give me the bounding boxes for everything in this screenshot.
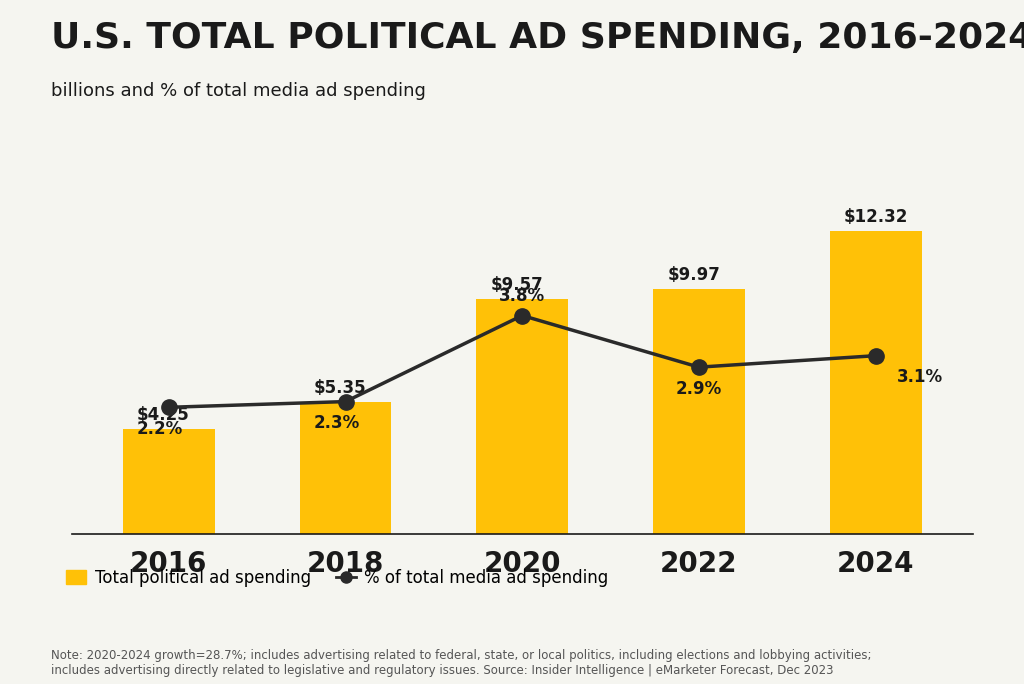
Text: $4.25: $4.25 xyxy=(137,406,189,424)
Bar xyxy=(829,231,922,534)
Text: 3.8%: 3.8% xyxy=(499,287,546,305)
Text: $9.97: $9.97 xyxy=(667,266,720,284)
Text: billions and % of total media ad spending: billions and % of total media ad spendin… xyxy=(51,82,426,100)
Text: $12.32: $12.32 xyxy=(844,209,908,226)
Text: U.S. TOTAL POLITICAL AD SPENDING, 2016-2024: U.S. TOTAL POLITICAL AD SPENDING, 2016-2… xyxy=(51,21,1024,55)
Text: Note: 2020-2024 growth=28.7%; includes advertising related to federal, state, or: Note: 2020-2024 growth=28.7%; includes a… xyxy=(51,649,871,677)
Text: 2.9%: 2.9% xyxy=(676,380,722,398)
Text: 3.1%: 3.1% xyxy=(897,368,943,386)
Bar xyxy=(476,299,568,534)
Bar xyxy=(123,430,215,534)
Bar xyxy=(653,289,744,534)
Text: $9.57: $9.57 xyxy=(490,276,543,294)
Text: 2.2%: 2.2% xyxy=(137,420,183,438)
Legend: Total political ad spending, % of total media ad spending: Total political ad spending, % of total … xyxy=(59,562,614,594)
Text: $5.35: $5.35 xyxy=(313,380,367,397)
Bar xyxy=(300,402,391,534)
Text: 2.3%: 2.3% xyxy=(313,415,359,432)
